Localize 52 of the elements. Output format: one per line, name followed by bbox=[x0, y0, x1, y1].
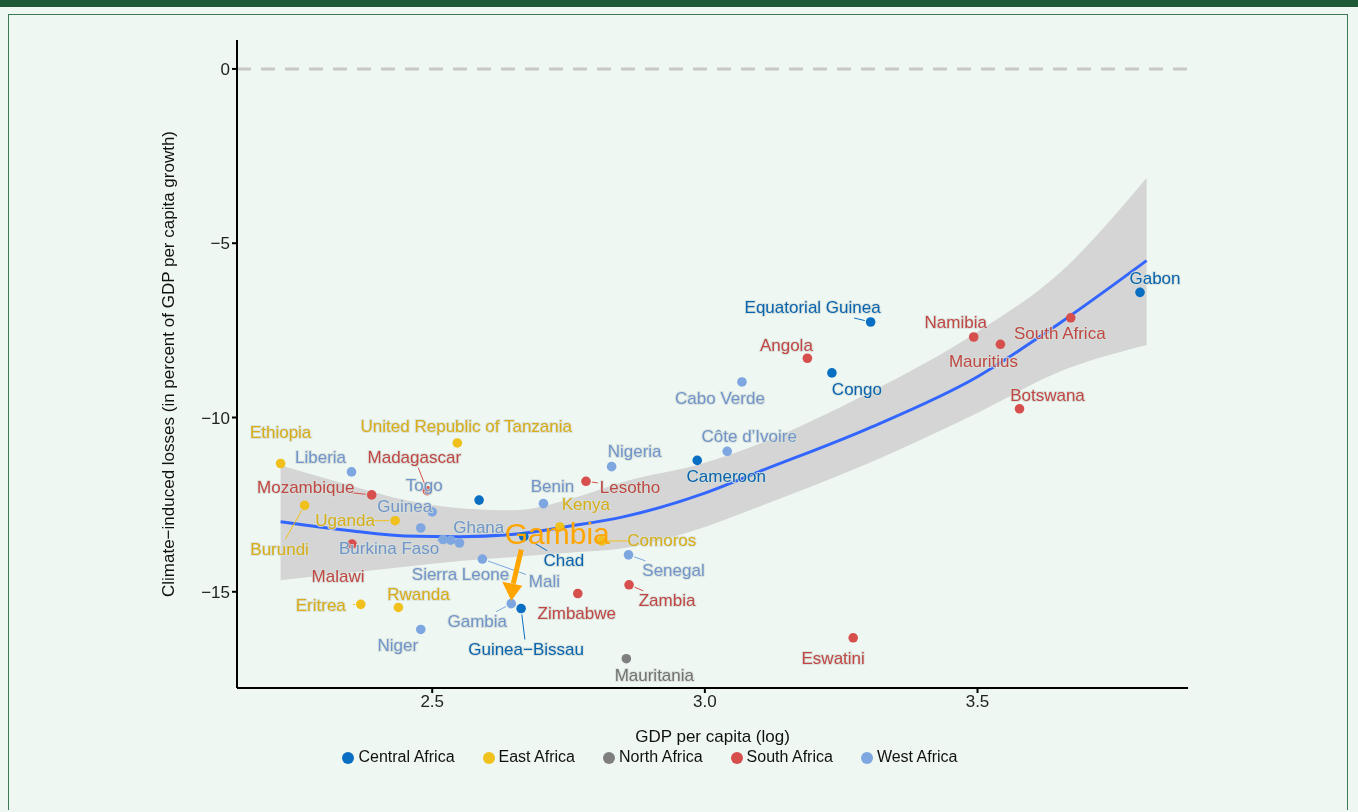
legend-label: North Africa bbox=[619, 748, 703, 765]
data-label: Niger bbox=[377, 635, 419, 655]
legend-label: East Africa bbox=[498, 748, 576, 765]
y-tick-label: −10 bbox=[201, 408, 230, 428]
data-label: Gambia bbox=[447, 612, 508, 632]
data-label: Madagascar bbox=[367, 448, 462, 468]
data-label: Eswatini bbox=[801, 649, 865, 669]
data-label: Nigeria bbox=[607, 442, 663, 462]
data-label: Kenya bbox=[561, 495, 611, 515]
data-label: Malawi bbox=[311, 566, 365, 586]
data-label: Guinea bbox=[377, 496, 433, 516]
x-tick-label: 2.5 bbox=[420, 692, 445, 712]
data-label: Uganda bbox=[315, 511, 376, 531]
data-label: Mozambique bbox=[257, 478, 355, 498]
data-label: Rwanda bbox=[387, 584, 451, 604]
x-tick-label: 3.0 bbox=[693, 692, 717, 712]
legend-label: Central Africa bbox=[358, 748, 455, 765]
y-tick-label: 0 bbox=[220, 59, 230, 79]
x-tick-label: 3.5 bbox=[965, 692, 990, 712]
data-label: Sierra Leone bbox=[411, 565, 510, 585]
y-tick-label: −15 bbox=[201, 582, 230, 602]
data-label: Burkina Faso bbox=[339, 539, 440, 559]
data-label: Liberia bbox=[294, 448, 347, 468]
data-label: Eritrea bbox=[295, 595, 347, 615]
legend-label: South Africa bbox=[746, 748, 833, 765]
data-label: Benin bbox=[530, 477, 575, 497]
data-label: Cabo Verde bbox=[675, 389, 765, 409]
data-label: Congo bbox=[831, 380, 882, 400]
data-label: Mauritania bbox=[614, 666, 695, 686]
data-label: Côte d’Ivoire bbox=[701, 426, 797, 446]
x-axis-title: GDP per capita (log) bbox=[635, 727, 790, 746]
data-label: Angola bbox=[759, 335, 814, 355]
data-label: Comoros bbox=[627, 531, 697, 551]
data-label: Lesotho bbox=[599, 477, 661, 497]
y-tick-label: −5 bbox=[210, 234, 230, 254]
data-label: Zimbabwe bbox=[537, 604, 617, 624]
data-label: Togo bbox=[405, 476, 443, 496]
data-label: Burundi bbox=[250, 539, 309, 559]
legend-label: West Africa bbox=[876, 748, 958, 765]
data-label: Namibia bbox=[924, 313, 988, 333]
data-label: Mali bbox=[528, 571, 560, 591]
data-label: Botswana bbox=[1010, 386, 1086, 406]
data-label: United Republic of Tanzania bbox=[360, 417, 573, 437]
data-label: Ethiopia bbox=[249, 423, 312, 443]
data-label: Zambia bbox=[638, 591, 696, 611]
data-label: Equatorial Guinea bbox=[744, 298, 882, 318]
data-label: Guinea−Bissau bbox=[468, 640, 584, 660]
data-label: Senegal bbox=[642, 561, 705, 581]
data-label: Gabon bbox=[1129, 268, 1181, 288]
data-label: Ghana bbox=[453, 517, 505, 537]
y-axis-title: Climate−induced losses (in percent of GDP per capita growth) bbox=[159, 131, 179, 597]
data-label: Chad bbox=[543, 551, 585, 571]
